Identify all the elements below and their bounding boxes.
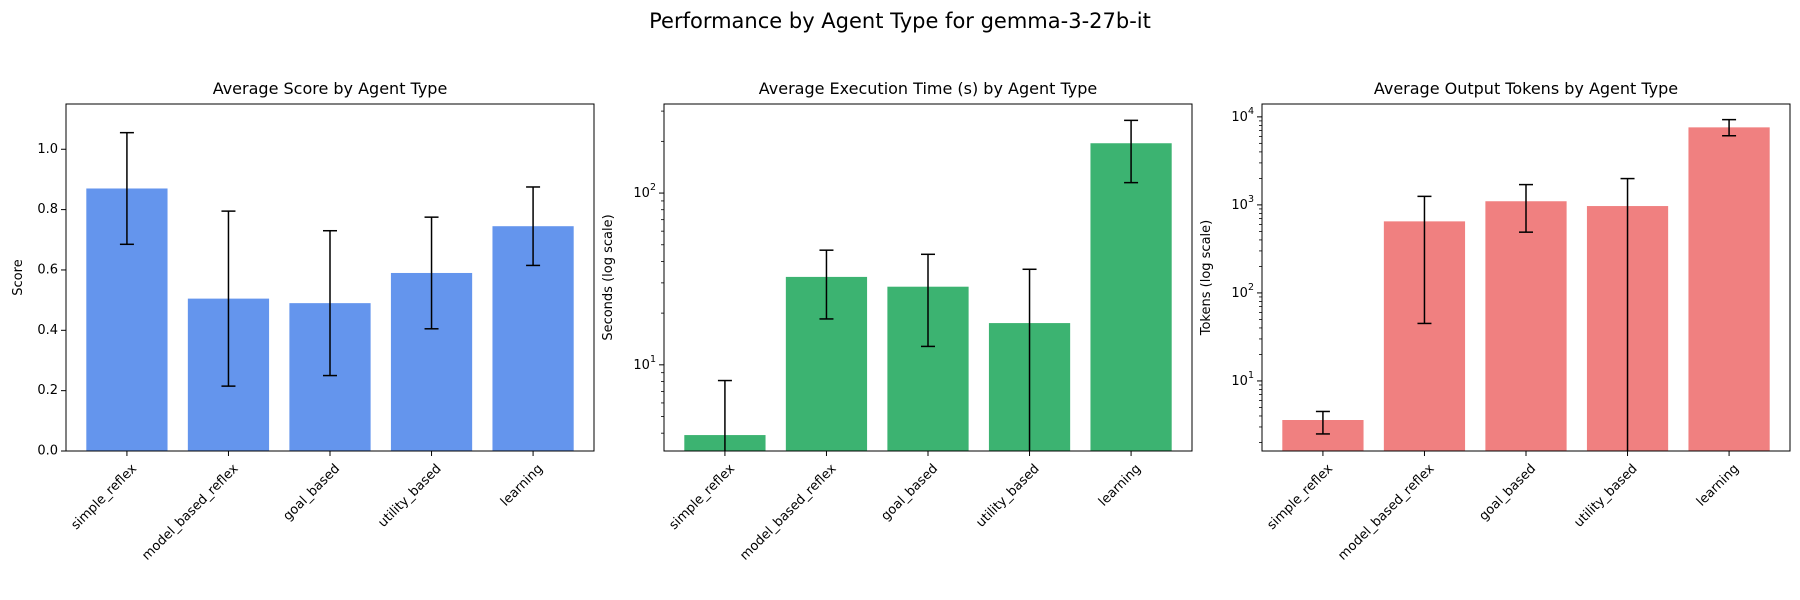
x-tick-label-learning: learning [498,461,546,509]
bar-learning [1688,127,1770,452]
error-bar-learning [1722,118,1737,137]
y-tick-label: 103 [1231,193,1254,212]
error-bar-model_based_reflex [221,210,236,387]
x-tick-label-learning: learning [1096,461,1144,509]
chart-panel-1: 0.0 0.2 0.4 0.6 0.8 1.0 simple_reflex model_bas… [11,79,595,564]
error-bar-learning [526,186,541,267]
x-tick-label-utility_based: utility_based [375,461,444,530]
error-bar-utility_based [424,216,439,330]
x-tick-label-learning: learning [1694,461,1742,509]
y-tick-label: 104 [1231,105,1254,124]
x-tick-label-goal_based: goal_based [1476,461,1539,524]
x-tick-label-model_based_reflex: model_based_reflex [737,461,839,563]
chart-title: Average Execution Time (s) by Agent Type [759,79,1097,98]
figure-title: Performance by Agent Type for gemma-3-27… [649,9,1151,33]
y-tick-label: 0.0 [37,444,58,459]
y-axis-label: Seconds (log scale) [601,214,616,340]
error-bar-learning [1124,119,1139,184]
y-tick-label: 101 [1231,369,1254,388]
error-bar-utility_based [1022,268,1037,451]
y-axis-label: Tokens (log scale) [1199,220,1214,336]
y-tick-label: 0.8 [37,202,58,217]
error-bar-goal_based [921,253,935,348]
x-tick-label-model_based_reflex: model_based_reflex [139,461,241,563]
chart-panel-3: 101 102 103 104 simple_reflex model_based_ref… [1199,79,1791,564]
y-tick-label: 101 [633,353,656,372]
error-bar-simple_reflex [119,131,134,246]
chart-title: Average Output Tokens by Agent Type [1374,79,1678,98]
x-tick-label-goal_based: goal_based [878,461,941,524]
y-tick-label: 0.6 [37,262,58,277]
y-tick-label: 102 [1231,281,1254,300]
x-tick-label-utility_based: utility_based [1571,461,1640,530]
x-tick-label-simple_reflex: simple_reflex [666,461,738,533]
chart-title: Average Score by Agent Type [213,79,448,98]
chart-panel-2: 101 102 simple_reflex model_based_reflex goa… [601,79,1193,564]
error-bar-model_based_reflex [819,249,834,320]
error-bar-goal_based [1519,183,1533,233]
x-tick-label-simple_reflex: simple_reflex [1264,461,1336,533]
y-tick-label: 1.0 [37,142,58,157]
y-tick-label: 0.4 [37,323,58,338]
error-bar-goal_based [323,229,337,377]
error-bar-utility_based [1620,177,1635,451]
y-axis-label: Score [11,259,26,295]
bar-learning [1090,143,1172,451]
bar-goal_based [1485,201,1567,451]
y-tick-label: 102 [633,182,656,201]
error-bar-simple_reflex [717,379,732,451]
x-tick-label-utility_based: utility_based [973,461,1042,530]
x-tick-label-simple_reflex: simple_reflex [68,461,140,533]
y-tick-label: 0.2 [37,383,58,398]
x-tick-label-model_based_reflex: model_based_reflex [1335,461,1437,563]
error-bar-simple_reflex [1315,410,1330,435]
error-bar-model_based_reflex [1417,195,1432,325]
x-tick-label-goal_based: goal_based [280,461,343,524]
